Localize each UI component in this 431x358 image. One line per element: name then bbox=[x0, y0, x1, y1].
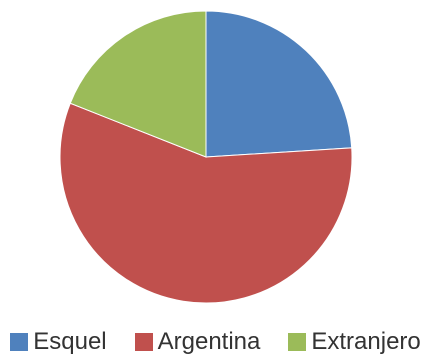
legend-item-extranjero: Extranjero bbox=[288, 328, 421, 355]
pie-slice-extranjero bbox=[69, 10, 207, 158]
legend-label-argentina: Argentina bbox=[157, 328, 261, 355]
legend-item-esquel: Esquel bbox=[10, 328, 107, 355]
legend-swatch-extranjero bbox=[288, 333, 307, 351]
pie-slice-esquel bbox=[205, 10, 353, 158]
legend-swatch-argentina bbox=[134, 333, 153, 351]
legend-item-argentina: Argentina bbox=[134, 328, 261, 355]
pie-chart bbox=[59, 10, 353, 304]
legend-swatch-esquel bbox=[10, 333, 29, 351]
legend-label-esquel: Esquel bbox=[33, 328, 107, 355]
legend: Esquel Argentina Extranjero bbox=[0, 329, 431, 355]
legend-label-extranjero: Extranjero bbox=[311, 328, 421, 355]
pie-slice-argentina bbox=[59, 102, 353, 304]
